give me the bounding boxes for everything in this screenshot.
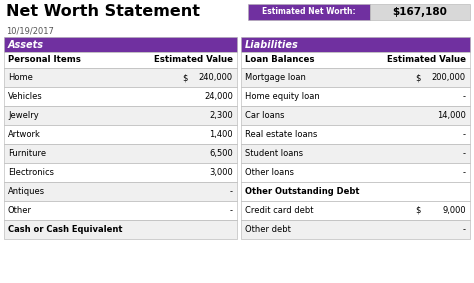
FancyBboxPatch shape — [4, 37, 237, 52]
Text: Other debt: Other debt — [245, 225, 291, 234]
Text: -: - — [463, 168, 466, 177]
FancyBboxPatch shape — [4, 125, 237, 144]
Text: $: $ — [182, 73, 187, 82]
Text: -: - — [463, 130, 466, 139]
Text: Net Worth Statement: Net Worth Statement — [6, 4, 200, 19]
Text: 6,500: 6,500 — [209, 149, 233, 158]
FancyBboxPatch shape — [4, 201, 237, 220]
Text: 10/19/2017: 10/19/2017 — [6, 26, 54, 35]
FancyBboxPatch shape — [4, 52, 237, 68]
FancyBboxPatch shape — [4, 144, 237, 163]
Text: Estimated Net Worth:: Estimated Net Worth: — [262, 8, 356, 16]
Text: Furniture: Furniture — [8, 149, 46, 158]
FancyBboxPatch shape — [241, 52, 470, 68]
FancyBboxPatch shape — [4, 182, 237, 201]
Text: Vehicles: Vehicles — [8, 92, 43, 101]
FancyBboxPatch shape — [241, 182, 470, 201]
Text: Estimated Value: Estimated Value — [387, 55, 466, 65]
Text: 1,400: 1,400 — [210, 130, 233, 139]
Text: Car loans: Car loans — [245, 111, 284, 120]
Text: Home equity loan: Home equity loan — [245, 92, 320, 101]
FancyBboxPatch shape — [4, 106, 237, 125]
FancyBboxPatch shape — [241, 87, 470, 106]
Text: Assets: Assets — [8, 40, 44, 50]
Text: 14,000: 14,000 — [437, 111, 466, 120]
Text: 240,000: 240,000 — [199, 73, 233, 82]
Text: 2,300: 2,300 — [209, 111, 233, 120]
FancyBboxPatch shape — [4, 220, 237, 239]
Text: Home: Home — [8, 73, 33, 82]
Text: Estimated Value: Estimated Value — [154, 55, 233, 65]
Text: Electronics: Electronics — [8, 168, 54, 177]
Text: -: - — [230, 206, 233, 215]
Text: Other Outstanding Debt: Other Outstanding Debt — [245, 187, 359, 196]
Text: Mortgage loan: Mortgage loan — [245, 73, 306, 82]
Text: 9,000: 9,000 — [442, 206, 466, 215]
FancyBboxPatch shape — [241, 37, 470, 52]
FancyBboxPatch shape — [241, 144, 470, 163]
Text: Artwork: Artwork — [8, 130, 41, 139]
Text: 200,000: 200,000 — [432, 73, 466, 82]
Text: -: - — [463, 92, 466, 101]
FancyBboxPatch shape — [370, 4, 470, 20]
Text: 3,000: 3,000 — [209, 168, 233, 177]
Text: -: - — [230, 187, 233, 196]
Text: $: $ — [415, 73, 420, 82]
Text: Loan Balances: Loan Balances — [245, 55, 315, 65]
FancyBboxPatch shape — [241, 106, 470, 125]
Text: -: - — [463, 149, 466, 158]
Text: Jewelry: Jewelry — [8, 111, 39, 120]
Text: Other: Other — [8, 206, 32, 215]
FancyBboxPatch shape — [248, 4, 370, 20]
Text: Cash or Cash Equivalent: Cash or Cash Equivalent — [8, 225, 122, 234]
FancyBboxPatch shape — [4, 163, 237, 182]
FancyBboxPatch shape — [241, 220, 470, 239]
Text: Personal Items: Personal Items — [8, 55, 81, 65]
FancyBboxPatch shape — [4, 68, 237, 87]
FancyBboxPatch shape — [4, 87, 237, 106]
FancyBboxPatch shape — [241, 125, 470, 144]
FancyBboxPatch shape — [241, 201, 470, 220]
Text: -: - — [463, 225, 466, 234]
Text: $: $ — [415, 206, 420, 215]
FancyBboxPatch shape — [241, 163, 470, 182]
Text: Antiques: Antiques — [8, 187, 45, 196]
Text: 24,000: 24,000 — [204, 92, 233, 101]
Text: Real estate loans: Real estate loans — [245, 130, 318, 139]
FancyBboxPatch shape — [241, 68, 470, 87]
Text: Liabilities: Liabilities — [245, 40, 299, 50]
Text: Student loans: Student loans — [245, 149, 303, 158]
Text: Other loans: Other loans — [245, 168, 294, 177]
Text: Credit card debt: Credit card debt — [245, 206, 313, 215]
Text: $167,180: $167,180 — [392, 7, 447, 17]
